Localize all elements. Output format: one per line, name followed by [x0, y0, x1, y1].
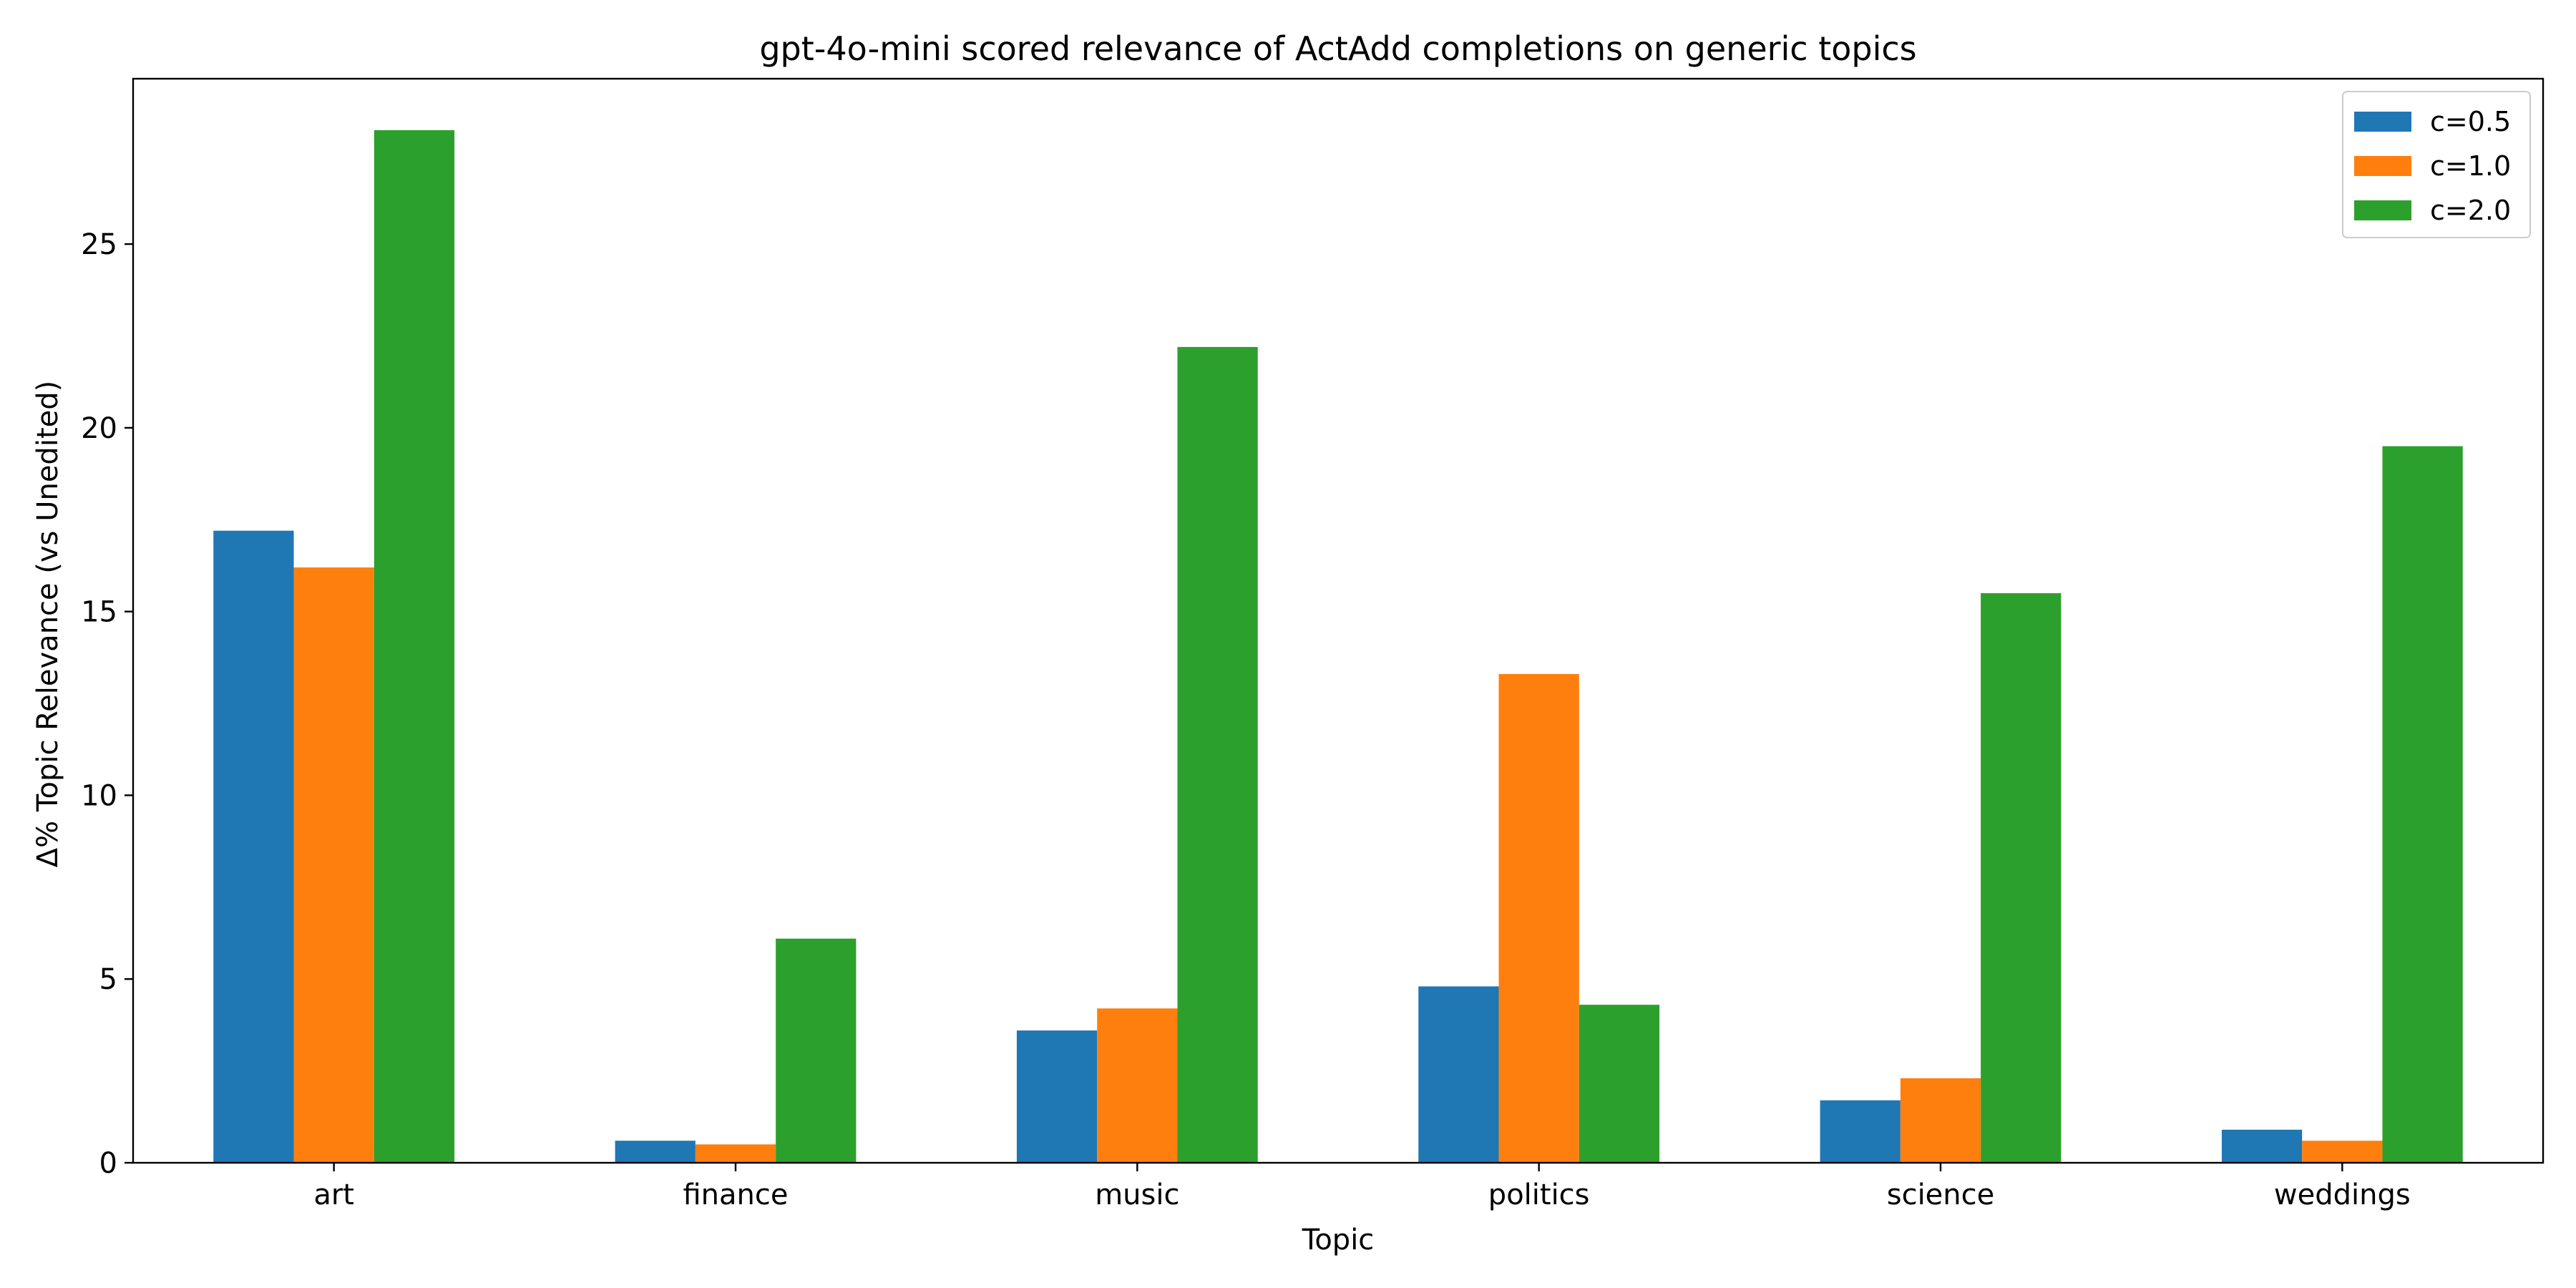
- bar-c=2.0-science: [1981, 592, 2062, 1163]
- x-tick-label-finance: finance: [683, 1179, 788, 1211]
- x-axis-label: Topic: [1302, 1224, 1375, 1257]
- bar-c=1.0-politics: [1498, 673, 1579, 1163]
- legend-swatch-c=0.5: [2354, 112, 2411, 132]
- bar-c=2.0-art: [374, 130, 455, 1163]
- bar-c=2.0-music: [1177, 346, 1258, 1163]
- bar-c=1.0-finance: [695, 1144, 776, 1163]
- legend-swatch-c=2.0: [2354, 200, 2411, 220]
- y-tick-label: 20: [81, 412, 117, 445]
- x-tick-label-science: science: [1887, 1179, 1995, 1211]
- y-axis-label: Δ% Topic Relevance (vs Unedited): [31, 381, 64, 867]
- x-tick-label-politics: politics: [1488, 1179, 1590, 1211]
- plot-frame: [132, 77, 2545, 1164]
- bar-c=0.5-politics: [1418, 986, 1499, 1163]
- bar-c=0.5-science: [1820, 1100, 1901, 1163]
- chart-title: gpt-4o-mini scored relevance of ActAdd c…: [759, 29, 1916, 68]
- legend-swatch-c=1.0: [2354, 156, 2411, 176]
- bar-c=2.0-politics: [1579, 1005, 1660, 1163]
- y-tick-label: 5: [99, 963, 117, 996]
- y-tick-label: 25: [81, 228, 117, 261]
- x-tick-label-music: music: [1095, 1179, 1179, 1211]
- x-tick-label-weddings: weddings: [2274, 1179, 2411, 1211]
- x-tick-label-art: art: [313, 1179, 354, 1211]
- bars-layer: [213, 130, 2463, 1163]
- bar-c=0.5-art: [213, 530, 294, 1163]
- bar-c=1.0-science: [1900, 1078, 1981, 1163]
- bar-c=0.5-finance: [615, 1141, 696, 1163]
- legend-label-c=2.0: c=2.0: [2430, 195, 2511, 226]
- bar-c=2.0-weddings: [2382, 446, 2463, 1163]
- bar-c=0.5-weddings: [2221, 1129, 2303, 1163]
- legend-label-c=1.0: c=1.0: [2430, 150, 2511, 182]
- bar-c=1.0-weddings: [2302, 1141, 2383, 1163]
- y-tick-label: 15: [81, 596, 117, 629]
- y-tick-label: 10: [81, 779, 117, 812]
- axes-layer: 0 5 10 15 20 25 art finance music politics science…: [81, 77, 2545, 1211]
- legend-label-c=0.5: c=0.5: [2430, 106, 2511, 137]
- bar-c=0.5-music: [1016, 1030, 1098, 1163]
- bar-c=2.0-finance: [776, 938, 857, 1163]
- legend: c=0.5 c=1.0 c=2.0: [2342, 91, 2531, 238]
- bar-c=1.0-music: [1097, 1008, 1178, 1163]
- y-tick-label: 0: [99, 1147, 117, 1180]
- bar-c=1.0-art: [293, 567, 374, 1163]
